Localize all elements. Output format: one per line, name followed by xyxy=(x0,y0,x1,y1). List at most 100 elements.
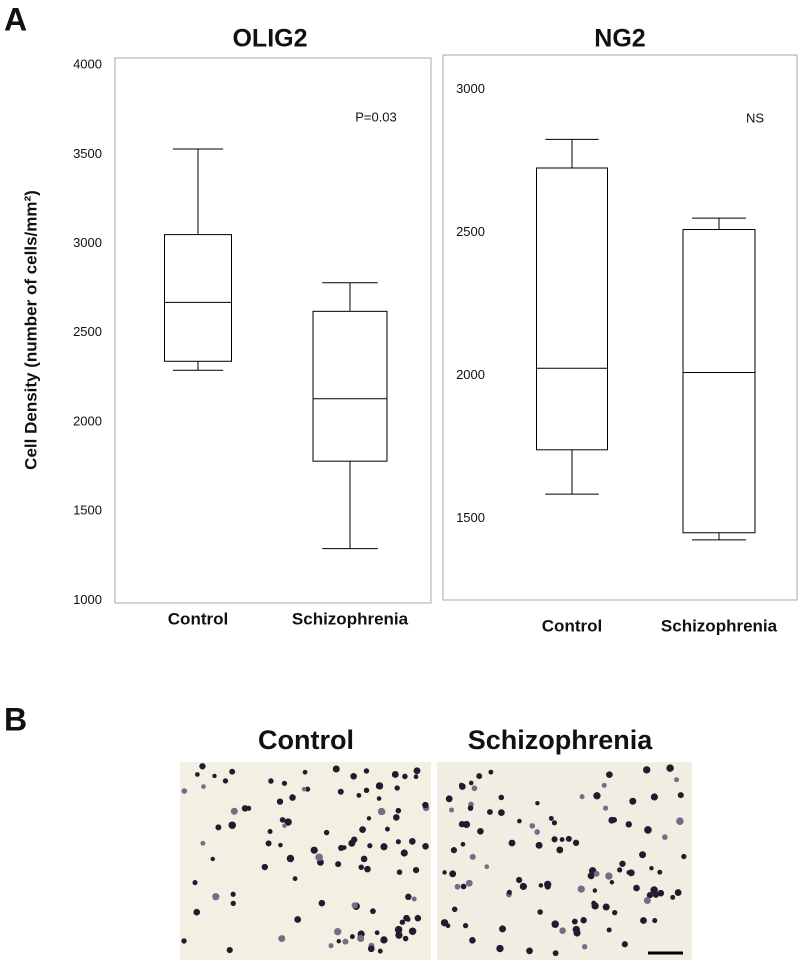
cell xyxy=(356,792,362,798)
cell xyxy=(526,947,533,955)
cell xyxy=(393,814,400,821)
cell xyxy=(408,838,416,845)
cell xyxy=(644,826,652,834)
cell xyxy=(422,843,429,850)
cell xyxy=(212,893,220,901)
cell xyxy=(535,841,543,849)
cell xyxy=(633,884,640,892)
cell xyxy=(265,840,272,847)
cell xyxy=(395,839,401,845)
cell xyxy=(337,788,344,795)
cell xyxy=(411,896,417,902)
cell xyxy=(402,773,408,780)
cell xyxy=(391,771,399,778)
cell xyxy=(323,829,330,836)
y-tick-label: 1500 xyxy=(73,503,102,518)
box xyxy=(682,229,756,534)
x-tick-label: Schizophrenia xyxy=(292,609,409,628)
panel-label: B xyxy=(4,701,27,737)
cell xyxy=(646,892,653,899)
cell xyxy=(639,851,647,859)
cell xyxy=(467,805,474,811)
cell xyxy=(605,872,613,880)
cell xyxy=(193,908,201,916)
cell xyxy=(302,769,308,775)
cell xyxy=(363,768,370,774)
plot-frame xyxy=(442,54,798,601)
cell xyxy=(572,839,580,846)
cell xyxy=(462,923,469,929)
cell xyxy=(627,869,635,877)
cell xyxy=(559,927,566,935)
y-tick-label: 2500 xyxy=(456,224,485,239)
cell xyxy=(284,818,292,826)
y-tick-label: 2000 xyxy=(73,413,102,428)
cell xyxy=(643,897,651,904)
cell xyxy=(359,826,366,834)
cell xyxy=(591,900,597,906)
cell xyxy=(650,886,658,894)
cell xyxy=(559,837,565,842)
y-tick-label: 2500 xyxy=(73,324,102,339)
cell xyxy=(517,818,522,824)
cell xyxy=(681,853,687,860)
cell xyxy=(662,834,668,840)
cell xyxy=(201,784,206,789)
annotation: P=0.03 xyxy=(355,109,397,124)
cell xyxy=(364,865,371,873)
cell xyxy=(498,794,505,801)
cell xyxy=(358,864,364,870)
cell xyxy=(593,792,601,800)
cell xyxy=(448,807,455,813)
cell xyxy=(230,807,238,815)
cell xyxy=(335,861,342,868)
plot-frame xyxy=(114,57,432,604)
cell xyxy=(571,918,578,925)
x-tick-label: Control xyxy=(542,616,602,635)
cell xyxy=(544,880,552,888)
cell xyxy=(399,919,406,925)
cell xyxy=(454,883,461,890)
cell xyxy=(469,853,476,860)
cell xyxy=(460,841,466,847)
panel-label: A xyxy=(4,1,27,37)
y-tick-label: 1000 xyxy=(73,592,102,607)
cell xyxy=(577,885,585,893)
cell xyxy=(611,816,618,823)
cell xyxy=(674,777,680,783)
cell xyxy=(413,774,419,780)
cell xyxy=(370,908,376,915)
cell xyxy=(351,902,358,909)
cell xyxy=(377,948,383,954)
cell xyxy=(192,879,198,886)
cell xyxy=(592,888,598,893)
cell xyxy=(579,794,585,800)
cell xyxy=(279,817,286,823)
micrograph xyxy=(180,762,431,960)
cell xyxy=(395,931,403,939)
cell xyxy=(609,880,615,885)
cell xyxy=(230,900,236,907)
cell xyxy=(488,769,494,775)
cell xyxy=(484,864,490,870)
cell xyxy=(670,894,676,900)
cell xyxy=(349,934,355,940)
cell xyxy=(619,860,626,867)
cell xyxy=(360,855,368,863)
y-tick-label: 4000 xyxy=(73,57,102,72)
cell xyxy=(587,872,595,880)
y-tick-label: 3000 xyxy=(73,235,102,250)
cell xyxy=(292,876,298,882)
cell xyxy=(351,836,358,843)
cell xyxy=(215,824,222,831)
y-tick-label: 1500 xyxy=(456,510,485,525)
cell xyxy=(581,944,588,950)
cell xyxy=(643,766,651,774)
cell xyxy=(450,847,458,854)
cell xyxy=(212,773,217,779)
cell xyxy=(606,927,612,933)
cell xyxy=(477,828,484,835)
cell xyxy=(508,839,516,847)
cell xyxy=(181,788,188,794)
